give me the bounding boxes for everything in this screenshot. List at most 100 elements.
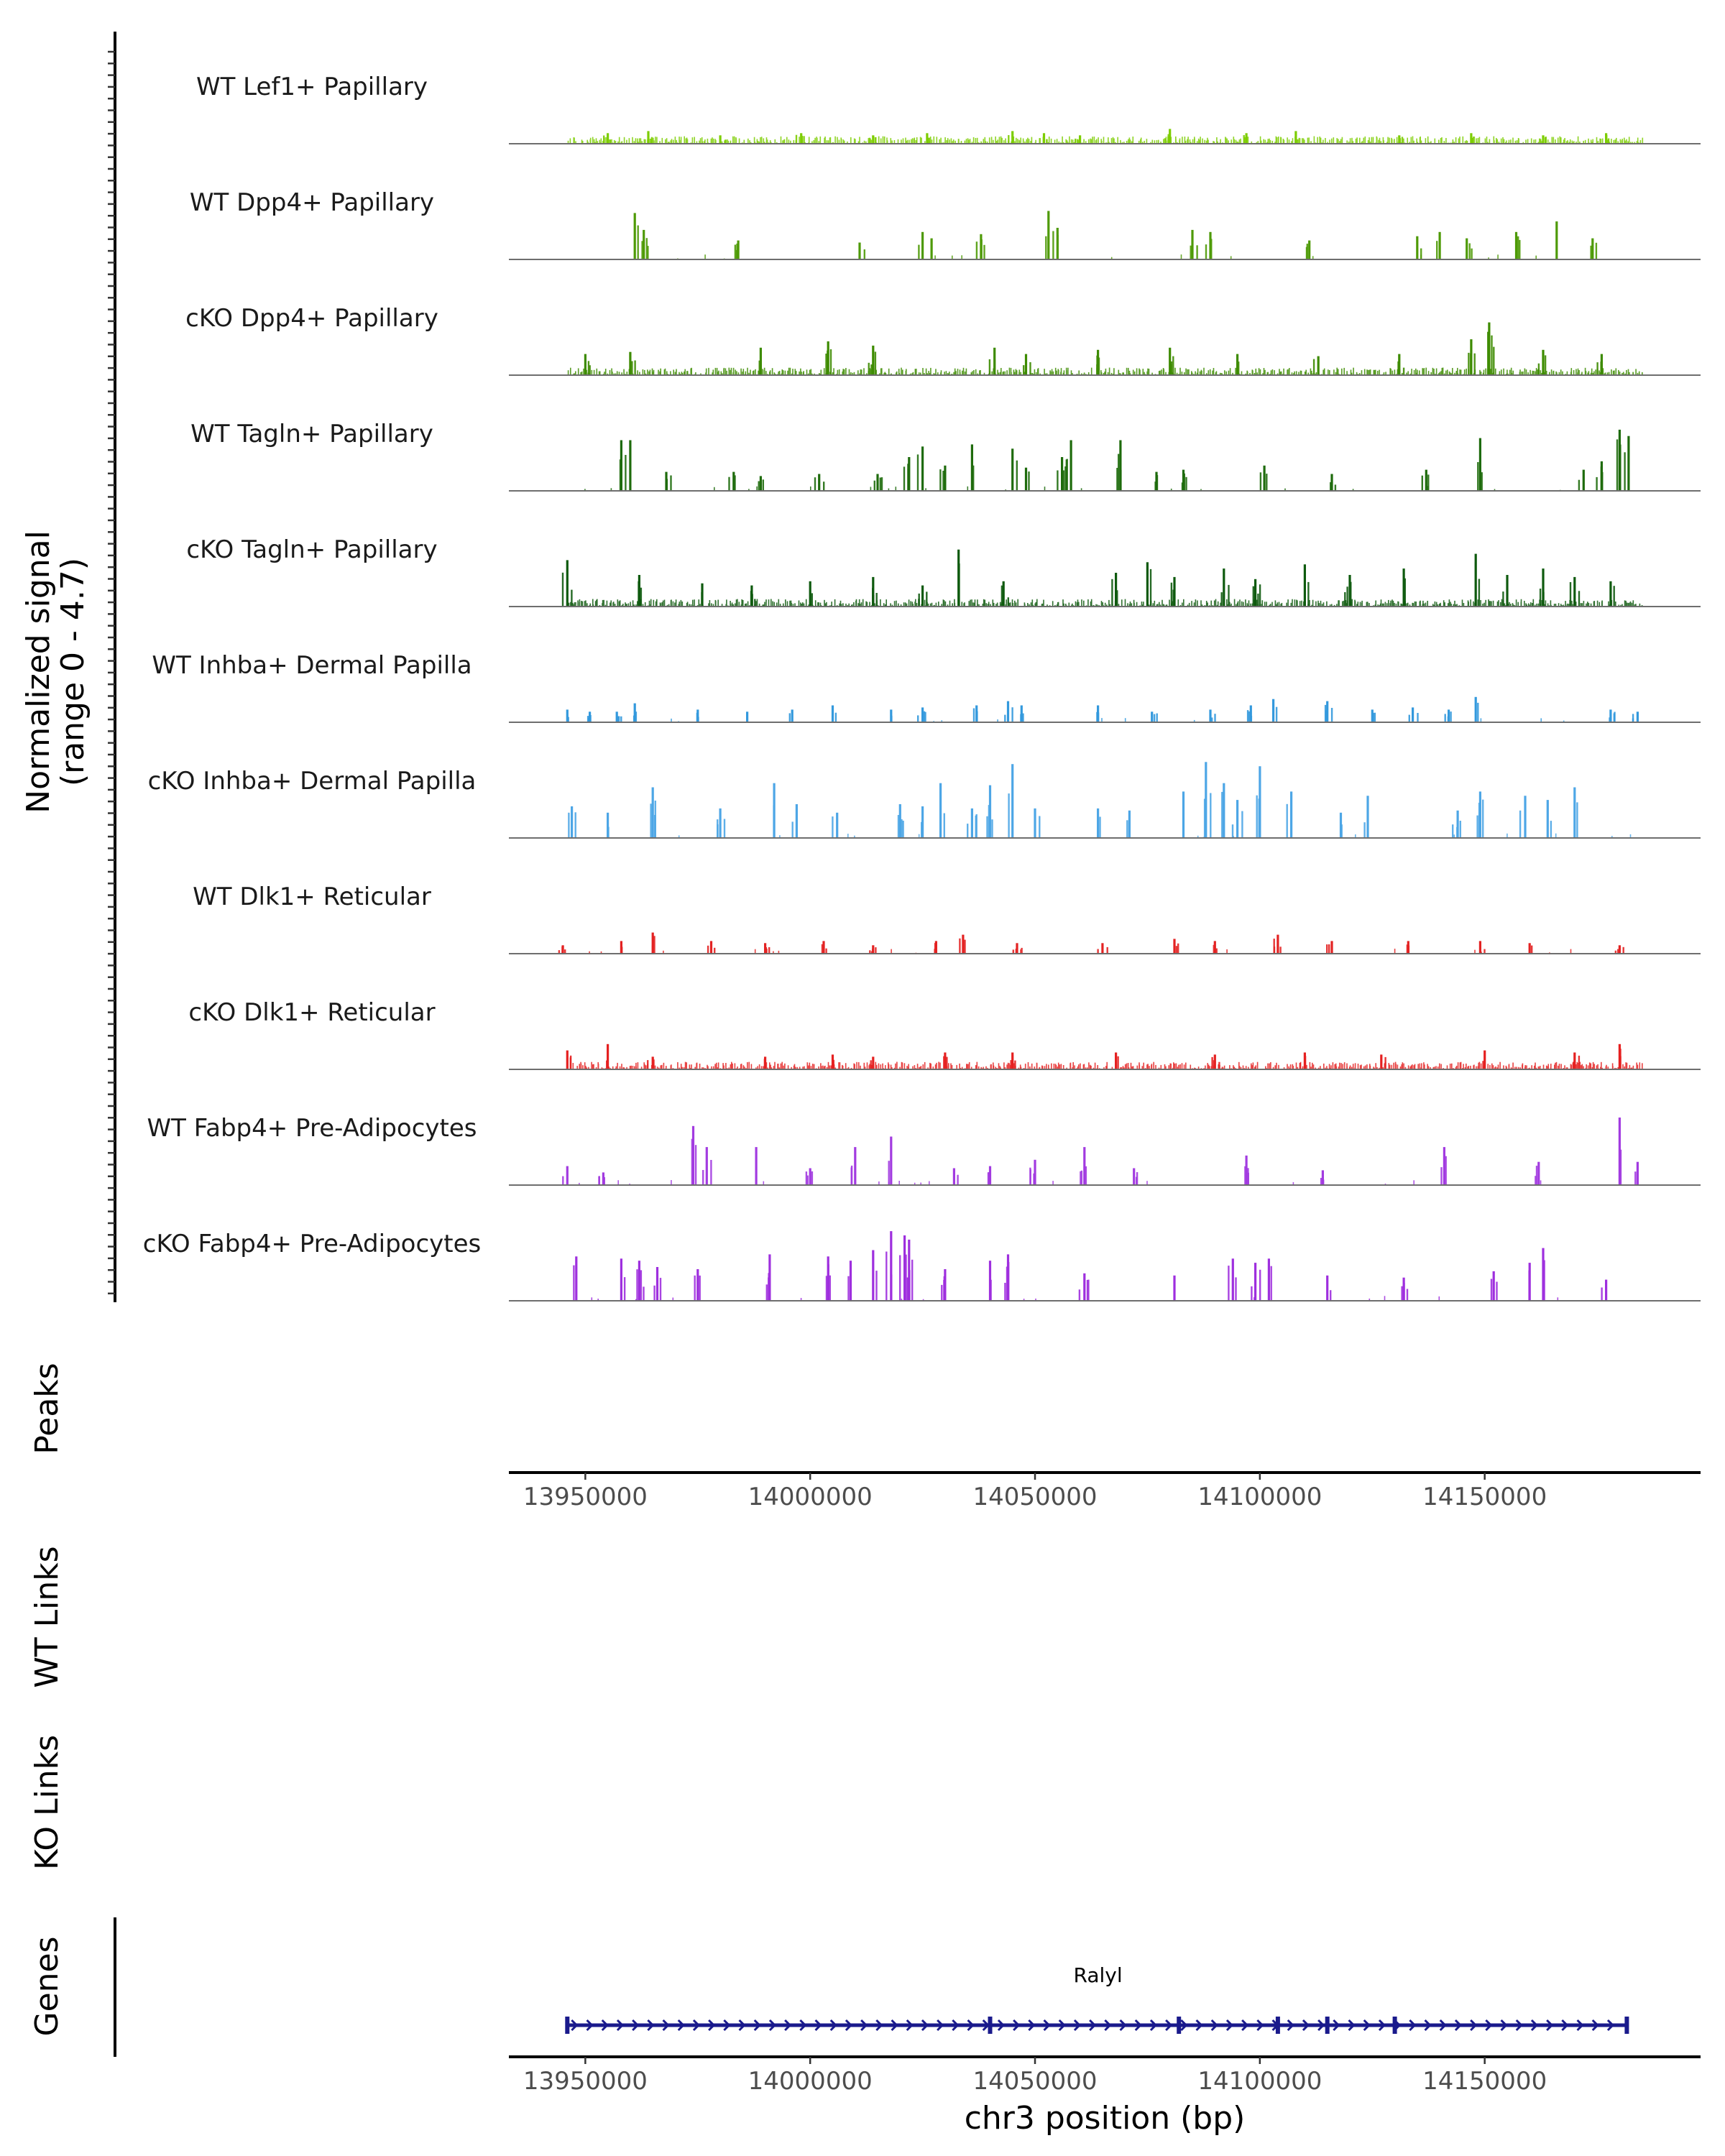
signal-peak xyxy=(1484,1050,1486,1069)
strand-arrow xyxy=(601,2019,609,2032)
signal-peak xyxy=(1425,469,1427,491)
signal-peak xyxy=(630,464,632,491)
signal-peak xyxy=(1573,787,1576,838)
signal-peak xyxy=(1474,696,1477,722)
signal-peak xyxy=(1117,1056,1119,1069)
signal-peak xyxy=(586,716,589,722)
signal-peak xyxy=(1173,939,1176,954)
signal-peak xyxy=(834,712,837,722)
signal-peak xyxy=(1210,239,1213,259)
strand-arrow xyxy=(1073,2019,1082,2032)
signal-peak xyxy=(1573,1052,1576,1069)
signal-peak xyxy=(1228,584,1230,607)
signal-peak xyxy=(1185,476,1187,491)
signal-peak xyxy=(1079,137,1081,144)
signal-peak xyxy=(1214,714,1216,722)
signal-peak xyxy=(1252,586,1254,607)
signal-peak xyxy=(1492,1271,1495,1301)
signal-peak xyxy=(970,444,973,491)
signal-peak xyxy=(1622,946,1624,954)
signal-peak xyxy=(569,1057,571,1069)
signal-peak xyxy=(1247,1168,1249,1185)
signal-peak xyxy=(1254,1263,1257,1301)
signal-peak xyxy=(814,477,816,491)
signal-peak xyxy=(1006,1266,1008,1301)
signal-peak xyxy=(1190,245,1192,259)
signal-peak xyxy=(609,139,612,144)
signal-peak xyxy=(1515,239,1517,259)
signal-peak xyxy=(901,819,903,838)
signal-peak xyxy=(1443,1147,1445,1185)
signal-peak xyxy=(1120,469,1122,491)
signal-peak xyxy=(1266,474,1268,491)
signal-peak xyxy=(825,1276,828,1301)
signal-peak xyxy=(916,454,919,491)
signal-peak xyxy=(1406,944,1409,954)
signal-peak xyxy=(1348,575,1351,607)
signal-peak xyxy=(988,359,991,375)
strand-arrow xyxy=(1302,2019,1310,2032)
strand-arrow xyxy=(647,2019,655,2032)
signal-peak xyxy=(1477,462,1479,491)
signal-peak xyxy=(988,1166,992,1185)
signal-peak xyxy=(1607,139,1609,144)
signal-peak xyxy=(1528,1270,1530,1301)
signal-peak xyxy=(1022,713,1024,722)
signal-peak xyxy=(653,1285,656,1301)
signal-peak xyxy=(1537,363,1540,375)
signal-peak xyxy=(1397,361,1399,375)
signal-peak xyxy=(988,785,992,838)
signal-peak xyxy=(1321,1170,1324,1185)
signal-peak xyxy=(1039,138,1041,144)
signal-peak xyxy=(1481,472,1483,491)
track-7: cKO Inhba+ Dermal Papilla xyxy=(148,762,1701,839)
signal-peak xyxy=(1205,762,1208,838)
signal-peak xyxy=(987,1172,990,1185)
signal-peak xyxy=(1243,135,1245,144)
signal-peak xyxy=(934,943,937,954)
signal-peak xyxy=(1506,575,1509,607)
gene-exon xyxy=(565,2017,570,2034)
strand-arrow xyxy=(1028,2019,1036,2032)
signal-peak xyxy=(691,1138,694,1185)
signal-peak xyxy=(607,138,609,144)
signal-peak xyxy=(1231,1258,1234,1301)
track-label: WT Tagln+ Papillary xyxy=(190,420,433,448)
signal-peak xyxy=(1106,946,1108,954)
signal-peak xyxy=(993,359,996,375)
signal-peak xyxy=(976,711,978,722)
signal-peak xyxy=(943,1056,945,1069)
signal-peak xyxy=(1151,711,1154,722)
signal-peak xyxy=(1596,362,1598,375)
signal-peak xyxy=(1256,795,1258,838)
signal-peak xyxy=(1539,589,1542,607)
signal-peak xyxy=(1468,352,1470,375)
strand-arrow xyxy=(1134,2019,1142,2032)
signal-peak xyxy=(653,936,656,954)
signal-peak xyxy=(1010,1060,1012,1069)
signal-peak xyxy=(1211,717,1213,722)
signal-peak xyxy=(1011,707,1013,722)
strand-arrow xyxy=(571,2019,579,2032)
strand-arrow xyxy=(1165,2019,1173,2032)
signal-peak xyxy=(640,1270,643,1301)
signal-peak xyxy=(1008,1262,1010,1301)
signal-peak xyxy=(1024,467,1028,491)
signal-peak xyxy=(1488,322,1491,375)
signal-peak xyxy=(643,229,645,259)
track-noise xyxy=(579,1180,1542,1185)
signal-peak xyxy=(1235,1277,1237,1301)
signal-peak xyxy=(1098,357,1100,375)
signal-peak xyxy=(571,589,573,607)
signal-peak xyxy=(903,466,906,491)
strand-arrow xyxy=(784,2019,792,2032)
signal-peak xyxy=(1002,581,1005,607)
signal-peak xyxy=(890,715,893,722)
strand-arrow xyxy=(1591,2019,1599,2032)
signal-peak xyxy=(1012,949,1014,954)
signal-peak xyxy=(1303,564,1306,607)
signal-peak xyxy=(758,481,760,491)
signal-peak xyxy=(1372,712,1374,722)
track-9: cKO Dlk1+ Reticular xyxy=(188,998,1701,1070)
strand-arrow xyxy=(1195,2019,1203,2032)
